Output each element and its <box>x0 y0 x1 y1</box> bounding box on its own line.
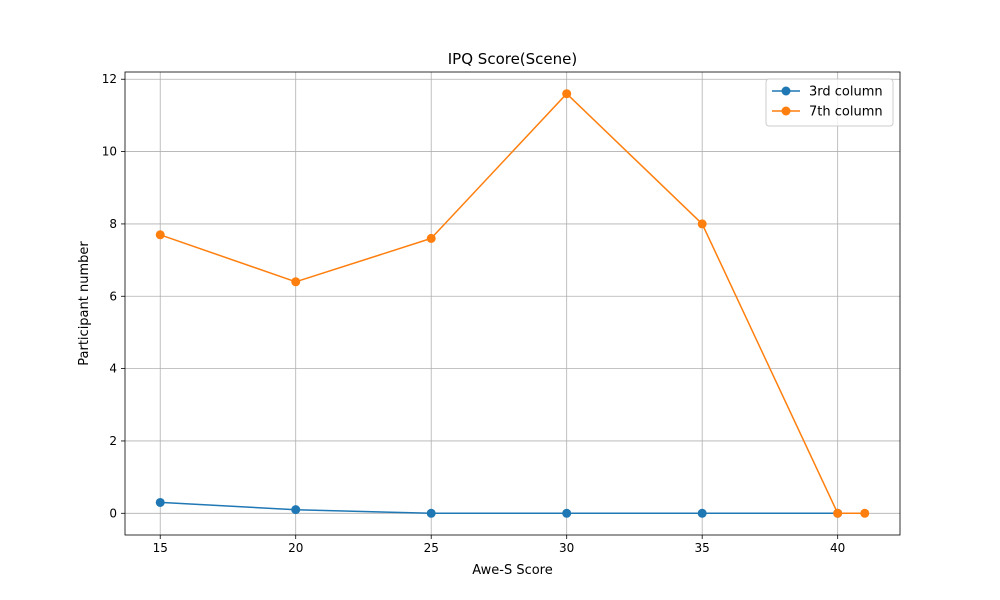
plot-area <box>125 72 900 535</box>
data-point <box>562 89 572 99</box>
x-axis-label: Awe-S Score <box>472 563 552 578</box>
y-tick-label: 0 <box>109 506 117 520</box>
data-point <box>697 219 707 229</box>
x-tick-label: 35 <box>695 541 710 555</box>
x-tick-label: 30 <box>559 541 574 555</box>
x-tick-label: 25 <box>424 541 439 555</box>
legend: 3rd column 7th column <box>765 78 894 127</box>
y-tick-label: 6 <box>109 289 117 303</box>
x-tick-label: 20 <box>288 541 303 555</box>
legend-label: 7th column <box>809 105 883 120</box>
y-tick-label: 10 <box>102 145 117 159</box>
legend-swatch-marker <box>781 86 791 96</box>
y-tick-label: 12 <box>102 72 117 86</box>
data-point <box>155 497 165 507</box>
data-point <box>155 230 165 240</box>
series-layer <box>155 89 870 518</box>
y-axis-label: Participant number <box>77 241 92 366</box>
data-point <box>291 505 301 515</box>
legend-swatch-marker <box>781 106 791 116</box>
data-point <box>562 508 572 518</box>
data-point <box>426 508 436 518</box>
y-tick-label: 2 <box>109 434 117 448</box>
plot-frame <box>124 71 901 536</box>
data-point <box>697 508 707 518</box>
chart-title: IPQ Score(Scene) <box>448 50 578 68</box>
x-tick-label: 15 <box>153 541 168 555</box>
series-line-1 <box>160 501 838 515</box>
data-point <box>291 277 301 287</box>
data-point <box>860 508 870 518</box>
y-tick-label: 8 <box>109 217 117 231</box>
data-point <box>426 233 436 243</box>
legend-label: 3rd column <box>809 85 883 100</box>
x-tick-label: 40 <box>830 541 845 555</box>
data-point <box>833 508 843 518</box>
axis-ticks: 15 20 25 30 35 40 0 2 4 6 8 10 12 <box>102 72 846 555</box>
y-tick-label: 4 <box>109 362 117 376</box>
